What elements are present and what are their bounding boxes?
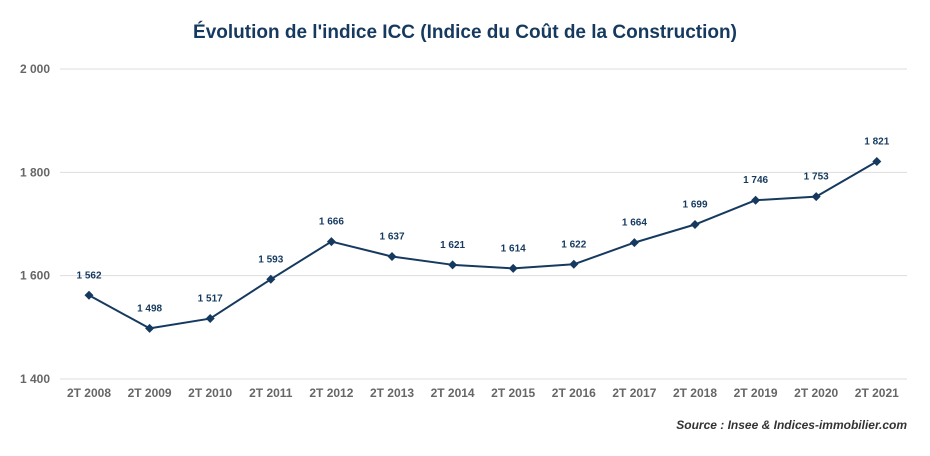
data-label: 1 622	[561, 239, 586, 250]
data-labels: 1 562 1 498 1 517 1 593 1 666 1 637 1 621 1 614…	[76, 136, 889, 314]
x-tick-label: 2T 2012	[309, 386, 353, 400]
data-point	[751, 195, 761, 205]
x-tick-label: 2T 2008	[67, 386, 111, 400]
data-point	[266, 274, 276, 284]
source-note: Source : Insee & Indices-immobilier.com	[676, 418, 907, 432]
data-label: 1 699	[682, 200, 707, 211]
x-tick-label: 2T 2018	[673, 386, 717, 400]
x-tick-label: 2T 2017	[612, 386, 656, 400]
data-point	[326, 237, 336, 247]
x-tick-label: 2T 2010	[188, 386, 232, 400]
x-tick-label: 2T 2019	[734, 386, 778, 400]
y-tick-label: 1 600	[20, 269, 50, 283]
y-tick-label: 1 800	[20, 165, 50, 179]
data-point	[448, 260, 458, 270]
data-label: 1 517	[198, 294, 223, 305]
data-point	[387, 252, 397, 262]
x-axis-ticks: 2T 2008 2T 2009 2T 2010 2T 2011 2T 2012 2T 20…	[67, 386, 899, 400]
y-tick-label: 1 400	[20, 372, 50, 386]
x-tick-label: 2T 2013	[370, 386, 414, 400]
data-label: 1 637	[379, 232, 404, 243]
data-point	[508, 263, 518, 273]
x-tick-label: 2T 2011	[249, 386, 293, 400]
data-point	[84, 290, 94, 300]
data-point	[629, 238, 639, 248]
data-label: 1 498	[137, 303, 162, 314]
x-tick-label: 2T 2009	[128, 386, 172, 400]
x-tick-label: 2T 2020	[794, 386, 838, 400]
y-tick-label: 2 000	[20, 62, 50, 76]
data-point	[145, 323, 155, 333]
x-tick-label: 2T 2016	[552, 386, 596, 400]
data-point	[205, 314, 215, 324]
data-label: 1 614	[501, 243, 526, 254]
data-label: 1 593	[258, 254, 283, 265]
x-tick-label: 2T 2021	[855, 386, 899, 400]
y-axis-ticks: 1 400 1 600 1 800 2 000	[20, 62, 50, 386]
data-points	[84, 156, 882, 333]
data-point	[690, 220, 700, 230]
x-tick-label: 2T 2014	[431, 386, 475, 400]
series-line-layer	[88, 160, 878, 330]
data-label: 1 621	[440, 240, 465, 251]
data-label: 1 753	[804, 172, 829, 183]
data-label: 1 664	[622, 218, 647, 229]
data-label: 1 821	[864, 136, 889, 147]
data-point	[872, 156, 882, 166]
chart-title: Évolution de l'indice ICC (Indice du Coû…	[193, 22, 737, 43]
data-label: 1 746	[743, 175, 768, 186]
data-point	[811, 192, 821, 202]
series-line	[88, 160, 878, 330]
data-label: 1 562	[76, 270, 101, 281]
data-point	[569, 259, 579, 269]
data-label: 1 666	[319, 217, 344, 228]
grid-lines	[60, 68, 907, 380]
x-tick-label: 2T 2015	[491, 386, 535, 400]
